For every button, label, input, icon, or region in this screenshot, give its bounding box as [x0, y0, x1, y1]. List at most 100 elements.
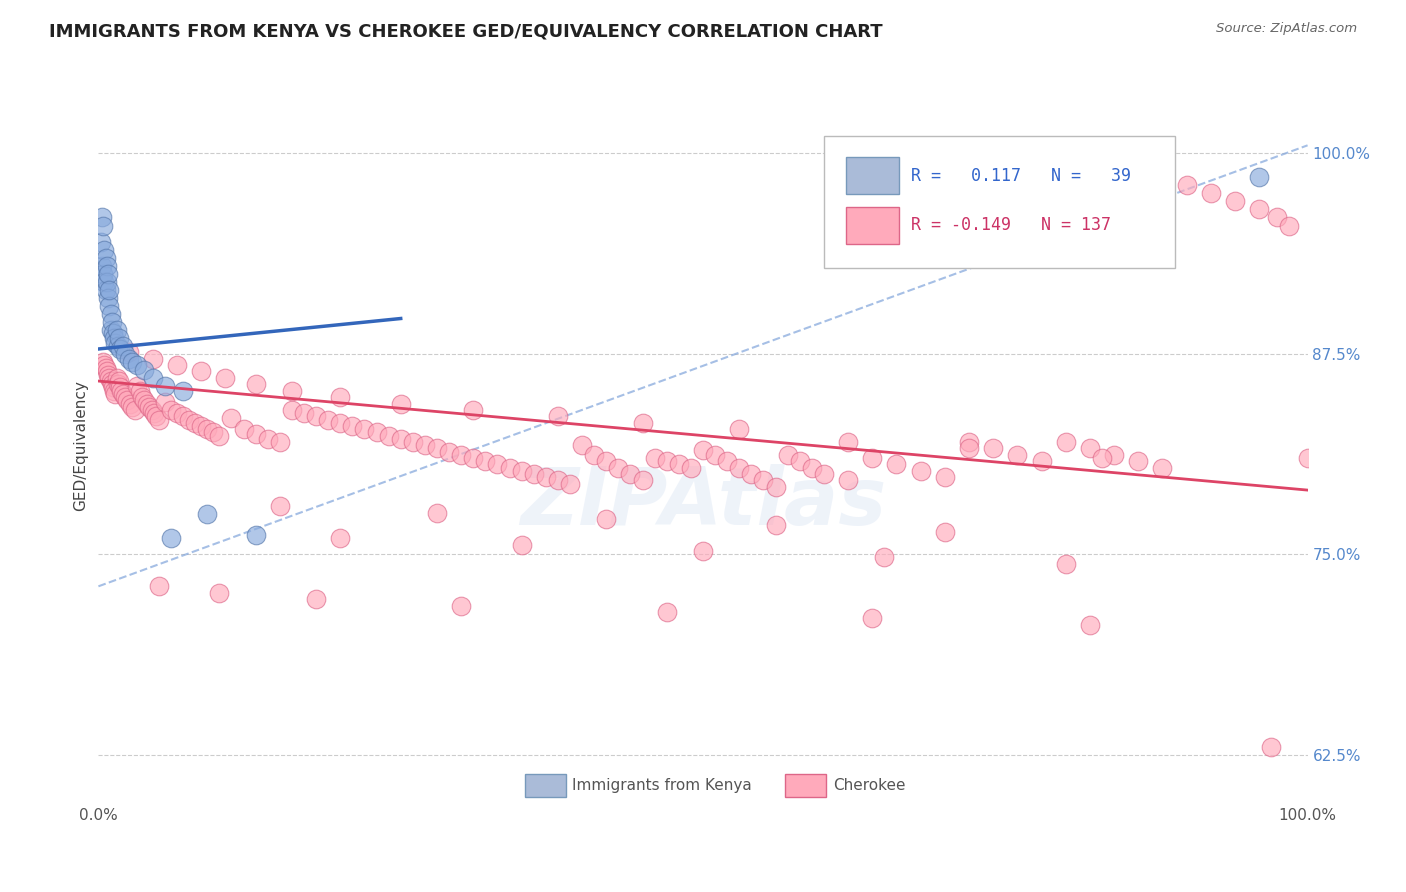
Point	[153, 379, 176, 393]
Y-axis label: GED/Equivalency: GED/Equivalency	[73, 381, 89, 511]
Point	[91, 267, 114, 281]
Point	[245, 528, 267, 542]
Point	[837, 435, 859, 450]
Point	[101, 326, 124, 340]
Point	[105, 323, 128, 337]
Point	[108, 331, 131, 345]
Point	[595, 512, 617, 526]
Point	[195, 507, 218, 521]
Point	[121, 355, 143, 369]
Point	[135, 396, 157, 410]
Point	[426, 506, 449, 520]
Point	[100, 315, 122, 329]
Text: R =   0.117   N =   39: R = 0.117 N = 39	[911, 167, 1130, 185]
Point	[655, 454, 678, 468]
Point	[981, 442, 1004, 456]
Point	[101, 380, 124, 394]
Point	[1249, 170, 1271, 185]
Point	[256, 432, 278, 446]
Point	[571, 438, 593, 452]
Text: Source: ZipAtlas.com: Source: ZipAtlas.com	[1216, 22, 1357, 36]
Point	[142, 351, 165, 366]
Point	[98, 299, 121, 313]
Point	[1054, 557, 1077, 571]
Text: Cherokee: Cherokee	[834, 778, 905, 793]
Point	[114, 390, 136, 404]
Point	[377, 428, 399, 442]
Point	[486, 458, 509, 472]
Point	[1054, 435, 1077, 450]
Point	[98, 283, 121, 297]
Point	[716, 454, 738, 468]
Point	[97, 291, 120, 305]
Text: IMMIGRANTS FROM KENYA VS CHEROKEE GED/EQUIVALENCY CORRELATION CHART: IMMIGRANTS FROM KENYA VS CHEROKEE GED/EQ…	[49, 22, 883, 40]
Point	[366, 425, 388, 440]
Point	[172, 409, 194, 424]
Point	[800, 460, 823, 475]
Point	[426, 442, 449, 456]
Text: R = -0.149   N = 137: R = -0.149 N = 137	[911, 217, 1111, 235]
Point	[740, 467, 762, 481]
Point	[292, 406, 315, 420]
Point	[100, 374, 122, 388]
Point	[91, 355, 114, 369]
FancyBboxPatch shape	[824, 136, 1174, 268]
Text: Immigrants from Kenya: Immigrants from Kenya	[572, 778, 752, 793]
Point	[94, 283, 117, 297]
Point	[138, 400, 160, 414]
Point	[1128, 454, 1150, 468]
Point	[837, 474, 859, 488]
Point	[148, 412, 170, 426]
FancyBboxPatch shape	[845, 157, 898, 194]
Point	[1175, 178, 1198, 193]
Point	[160, 403, 183, 417]
Point	[134, 363, 156, 377]
Point	[153, 395, 176, 409]
Point	[94, 251, 117, 265]
Point	[117, 393, 139, 408]
Point	[668, 458, 690, 472]
FancyBboxPatch shape	[785, 774, 827, 797]
Point	[752, 474, 775, 488]
Point	[232, 422, 254, 436]
Point	[934, 470, 956, 484]
Point	[413, 438, 436, 452]
Point	[184, 416, 207, 430]
Point	[127, 379, 149, 393]
Point	[316, 412, 339, 426]
Point	[474, 454, 496, 468]
Point	[1091, 450, 1114, 465]
Point	[510, 464, 533, 478]
Point	[118, 396, 141, 410]
Point	[108, 342, 131, 356]
Point	[121, 400, 143, 414]
Point	[145, 409, 167, 424]
Point	[104, 335, 127, 350]
Point	[1078, 442, 1101, 456]
Point	[269, 499, 291, 513]
Point	[305, 409, 328, 424]
Point	[128, 384, 150, 398]
Point	[692, 442, 714, 457]
Point	[179, 412, 201, 426]
Point	[172, 384, 194, 398]
Point	[463, 403, 485, 417]
Point	[765, 518, 787, 533]
Point	[463, 450, 485, 465]
Point	[305, 592, 328, 607]
Text: ZIPAtlas: ZIPAtlas	[520, 464, 886, 542]
Point	[281, 384, 304, 398]
Point	[208, 428, 231, 442]
Point	[789, 454, 811, 468]
Point	[96, 275, 118, 289]
Point	[547, 474, 569, 488]
Point	[329, 390, 352, 404]
Point	[1152, 460, 1174, 475]
Point	[679, 460, 702, 475]
Point	[214, 371, 236, 385]
Point	[1260, 739, 1282, 754]
Point	[269, 435, 291, 450]
Point	[97, 267, 120, 281]
Point	[143, 406, 166, 420]
Point	[655, 605, 678, 619]
